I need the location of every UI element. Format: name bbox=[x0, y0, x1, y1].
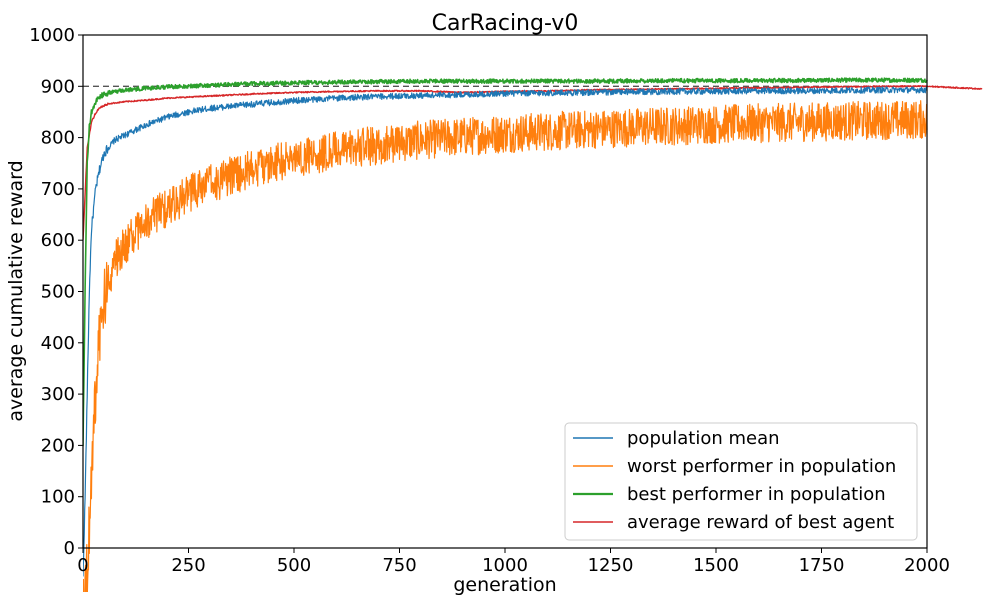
y-tick-label: 800 bbox=[41, 128, 75, 149]
series-line-1 bbox=[83, 100, 928, 592]
y-tick-label: 500 bbox=[41, 282, 75, 303]
legend-label-3: average reward of best agent bbox=[627, 512, 894, 533]
series-line-2 bbox=[83, 77, 928, 447]
x-axis-title: generation bbox=[453, 574, 556, 596]
y-tick-label: 700 bbox=[41, 179, 75, 200]
x-tick-label: 1250 bbox=[588, 555, 634, 576]
y-tick-label: 200 bbox=[41, 435, 75, 456]
legend-box bbox=[564, 422, 918, 541]
x-tick-label: 750 bbox=[382, 555, 416, 576]
x-tick-label: 1500 bbox=[693, 555, 739, 576]
plot-area bbox=[83, 77, 983, 592]
axis-ticks: 0 250 500 750 1000 1250 1500 1750 2000 0 100 200 300… bbox=[29, 25, 950, 576]
x-tick-label: 2000 bbox=[904, 555, 950, 576]
y-axis-title: average cumulative reward bbox=[5, 160, 27, 421]
y-tick-label: 300 bbox=[41, 384, 75, 405]
y-tick-label: 100 bbox=[41, 487, 75, 508]
legend-label-0: population mean bbox=[627, 428, 780, 449]
legend-label-1: worst performer in population bbox=[627, 456, 896, 477]
y-tick-label: 400 bbox=[41, 333, 75, 354]
x-tick-label: 1000 bbox=[482, 555, 528, 576]
x-tick-label: 0 bbox=[77, 555, 88, 576]
y-tick-label: 0 bbox=[64, 538, 75, 559]
chart-title: CarRacing-v0 bbox=[432, 11, 579, 36]
x-tick-label: 500 bbox=[277, 555, 311, 576]
y-tick-label: 900 bbox=[41, 76, 75, 97]
x-tick-label: 250 bbox=[171, 555, 205, 576]
y-tick-label: 1000 bbox=[29, 25, 75, 46]
series-line-0 bbox=[83, 86, 928, 577]
legend: population mean worst performer in popula… bbox=[564, 422, 918, 541]
legend-label-2: best performer in population bbox=[627, 484, 886, 505]
x-tick-label: 1750 bbox=[799, 555, 845, 576]
y-tick-label: 600 bbox=[41, 230, 75, 251]
